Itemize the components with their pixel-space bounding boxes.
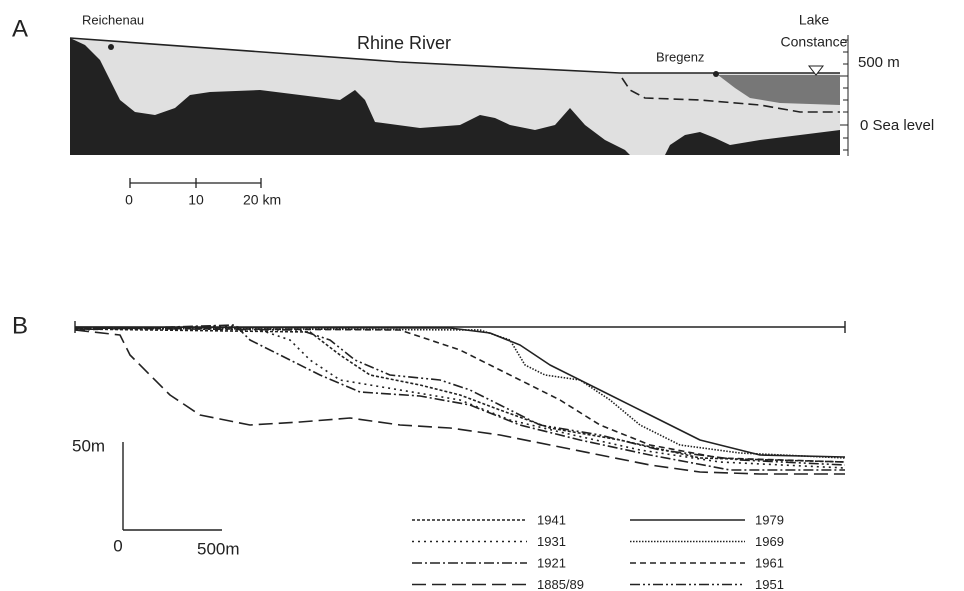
- legend-label: 1941: [537, 512, 566, 527]
- legend-label: 1921: [537, 555, 566, 570]
- profile-line: [74, 326, 846, 458]
- profile-line: [74, 329, 845, 475]
- legend-label: 1931: [537, 534, 566, 549]
- legend-label: 1885/89: [537, 577, 584, 591]
- panel-label: A: [12, 15, 28, 42]
- water-level-symbol: [807, 65, 825, 76]
- place-label: Bregenz: [656, 49, 704, 64]
- profile-line: [74, 328, 846, 463]
- panel-label: B: [12, 312, 28, 339]
- elevation-label: 500 m: [858, 54, 900, 71]
- scale-label: 0: [125, 192, 133, 208]
- profile-line: [74, 325, 846, 469]
- scale-bar: [129, 178, 262, 188]
- bedrock: [70, 38, 840, 155]
- lake-label: Constance: [781, 34, 848, 50]
- place-label: Reichenau: [82, 12, 144, 27]
- elevation-label: 0 Sea level: [860, 117, 934, 134]
- profiles: [74, 324, 846, 475]
- scale-label: 10: [188, 192, 204, 208]
- scale-label: 0: [113, 536, 122, 555]
- water-surface: [69, 37, 840, 74]
- legend: 1941 1931 1921 1885/89 1979 1969 1961 1951: [412, 512, 784, 591]
- river-label: Rhine River: [357, 33, 451, 53]
- scale-label: 500m: [197, 539, 240, 558]
- scale-label: 20 km: [243, 192, 281, 208]
- point: [713, 71, 719, 77]
- scale-axes: [122, 442, 222, 531]
- lake: [718, 75, 840, 105]
- point: [108, 44, 114, 50]
- profile-line: [74, 324, 845, 471]
- profile-line: [74, 327, 846, 459]
- scale-label: 50m: [72, 436, 105, 455]
- legend-label: 1979: [755, 512, 784, 527]
- elevation-ticks: [840, 39, 848, 151]
- legend-label: 1969: [755, 534, 784, 549]
- profile-line: [74, 327, 846, 463]
- old-profile: [621, 77, 840, 113]
- legend-label: 1951: [755, 577, 784, 591]
- legend-label: 1961: [755, 555, 784, 570]
- lake-label: Lake: [799, 12, 830, 28]
- profile-line: [74, 327, 846, 466]
